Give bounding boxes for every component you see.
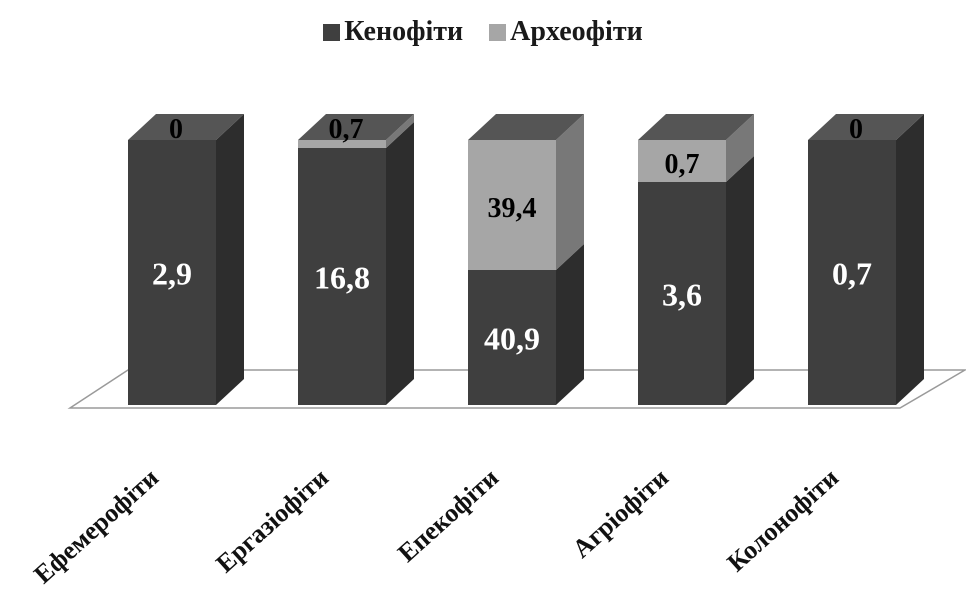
category-label-3: Епекофіти [392, 463, 504, 568]
bar-2-top [298, 114, 414, 140]
bar-3-kenofity-label: 40,9 [484, 321, 540, 357]
bar-4-kenofity-side [726, 156, 754, 405]
bar-3-arkheofity-side [556, 114, 584, 270]
bar-2-kenofity-label: 16,8 [314, 260, 370, 296]
bar-1-arkheofity-label: 0 [169, 114, 183, 145]
legend-item-kenofity: Кенофіти [323, 16, 463, 48]
bar-4-top [638, 114, 754, 140]
bar-1-kenofity-side [216, 114, 244, 405]
bar-1-kenofity-label: 2,9 [152, 256, 192, 292]
category-label-5: Колонофіти [721, 463, 844, 577]
category-label-1: Ефемерофіти [28, 463, 164, 589]
bar-3-kenofity-side [556, 244, 584, 405]
legend-label-kenofity: Кенофіти [344, 16, 464, 47]
bar-2-kenofity-front [298, 148, 386, 405]
bar-2-arkheofity-label: 0,7 [329, 114, 364, 145]
bar-2-kenofity-side [386, 122, 414, 405]
bar-3-arkheofity-label: 39,4 [488, 193, 537, 224]
bar-4-arkheofity-label: 0,7 [665, 149, 700, 180]
bar-1-top [128, 114, 244, 140]
bar-5-kenofity-front [808, 140, 896, 405]
bar-5-kenofity-label: 0,7 [832, 256, 872, 292]
legend-swatch-kenofity [323, 23, 341, 41]
category-label-4: Агріофіти [567, 463, 674, 564]
legend: Кенофіти Археофіти [0, 16, 966, 48]
bar-4-kenofity-front [638, 182, 726, 405]
bar-1-kenofity-front [128, 140, 216, 405]
bar-3-kenofity-front [468, 270, 556, 405]
bar-3-arkheofity-front [468, 140, 556, 270]
bar-5-top [808, 114, 924, 140]
legend-item-arkheofity: Археофіти [489, 16, 643, 48]
bar-4-arkheofity-front [638, 140, 726, 182]
bar-3-top [468, 114, 584, 140]
bar-4-kenofity-label: 3,6 [662, 277, 702, 313]
bar-2-arkheofity-side [386, 114, 414, 148]
legend-label-arkheofity: Археофіти [510, 16, 643, 47]
legend-swatch-arkheofity [489, 23, 507, 41]
bar-5-kenofity-side [896, 114, 924, 405]
bar-4-arkheofity-side [726, 114, 754, 182]
bar-5-arkheofity-label: 0 [849, 114, 863, 145]
category-label-2: Ергазіофіти [210, 463, 334, 578]
bar-2-arkheofity-front [298, 140, 386, 148]
